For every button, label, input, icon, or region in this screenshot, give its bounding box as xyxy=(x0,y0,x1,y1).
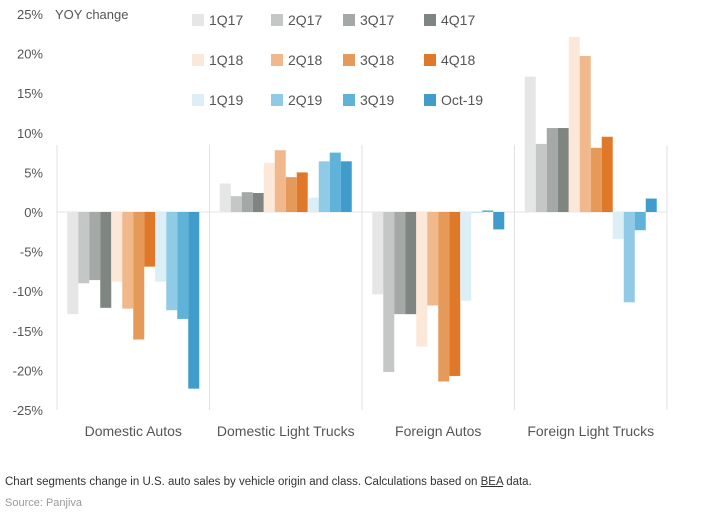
bar xyxy=(416,212,428,347)
legend-label: 3Q17 xyxy=(360,12,394,28)
bar xyxy=(394,212,406,315)
bar xyxy=(144,212,156,267)
y-tick-label: -10% xyxy=(13,284,44,299)
legend-label: 4Q18 xyxy=(441,52,475,68)
bar xyxy=(122,212,134,309)
legend-swatch xyxy=(192,54,204,66)
legend-swatch xyxy=(424,14,436,26)
bar xyxy=(634,212,646,231)
legend-swatch xyxy=(424,94,436,106)
bar xyxy=(449,212,461,376)
bea-link[interactable]: BEA xyxy=(480,476,503,488)
y-tick-label: 5% xyxy=(24,165,43,180)
legend-label: 3Q18 xyxy=(360,52,394,68)
bar xyxy=(568,36,580,212)
bar xyxy=(427,212,439,306)
category-label: Foreign Light Trucks xyxy=(527,423,654,439)
legend-swatch xyxy=(343,54,355,66)
y-tick-label: 15% xyxy=(17,86,43,101)
legend-swatch xyxy=(192,94,204,106)
bar xyxy=(623,212,635,303)
bar xyxy=(482,210,494,212)
bar xyxy=(372,212,384,295)
legend-swatch xyxy=(343,94,355,106)
y-tick-label: -15% xyxy=(13,324,44,339)
legend-label: 2Q18 xyxy=(288,52,322,68)
bar xyxy=(460,212,472,301)
bar xyxy=(285,177,297,212)
bar xyxy=(438,212,450,382)
y-axis-title: YOY change xyxy=(55,7,128,22)
bar xyxy=(89,212,101,281)
bar-chart: 25% 20% 15% 10% 5% 0% -5% -10% -15% -20% -25% YOY c… xyxy=(13,7,668,439)
legend-label: 1Q19 xyxy=(209,92,243,108)
chart-caption: Chart segments change in U.S. auto sales… xyxy=(5,476,532,488)
bar xyxy=(645,198,657,212)
bar xyxy=(133,212,145,340)
legend-swatch xyxy=(271,94,283,106)
caption-text-end: data. xyxy=(503,476,532,488)
legend-label: 2Q17 xyxy=(288,12,322,28)
legend-swatch xyxy=(343,14,355,26)
bar xyxy=(307,197,319,212)
bar xyxy=(188,212,200,389)
bar xyxy=(252,192,264,212)
y-tick-label: 20% xyxy=(17,47,43,62)
bar xyxy=(329,152,341,212)
bar xyxy=(383,212,395,372)
bar xyxy=(100,212,112,308)
bar xyxy=(177,212,189,319)
bar xyxy=(524,76,536,213)
bar xyxy=(471,212,483,213)
bar xyxy=(296,172,308,212)
bar xyxy=(601,136,613,212)
bar xyxy=(579,55,591,213)
legend-label: Oct-19 xyxy=(441,92,483,108)
bar xyxy=(405,212,417,315)
bar xyxy=(219,183,231,212)
legend-swatch xyxy=(192,14,204,26)
y-tick-label: -20% xyxy=(13,363,44,378)
y-tick-label: 25% xyxy=(17,7,43,22)
legend-label: 4Q17 xyxy=(441,12,475,28)
y-tick-label: 0% xyxy=(24,205,43,220)
legend-label: 1Q18 xyxy=(209,52,243,68)
bar xyxy=(546,128,558,212)
bar xyxy=(612,212,624,239)
y-tick-label: -25% xyxy=(13,403,44,418)
legend-label: 1Q17 xyxy=(209,12,243,28)
bar xyxy=(67,212,79,315)
bar xyxy=(111,212,123,282)
bar xyxy=(274,150,286,212)
bar xyxy=(590,147,602,212)
bar xyxy=(241,192,253,212)
legend-swatch xyxy=(271,54,283,66)
bar xyxy=(155,212,167,282)
bar xyxy=(535,143,547,212)
legend-label: 2Q19 xyxy=(288,92,322,108)
y-tick-label: 10% xyxy=(17,126,43,141)
bar xyxy=(166,212,178,311)
bar xyxy=(230,196,242,212)
legend-swatch xyxy=(424,54,436,66)
bar xyxy=(318,161,330,212)
bar xyxy=(263,162,275,212)
legend-swatch xyxy=(271,14,283,26)
caption-text: Chart segments change in U.S. auto sales… xyxy=(5,476,481,488)
category-label: Domestic Autos xyxy=(85,423,182,439)
bar xyxy=(340,161,352,212)
bar xyxy=(78,212,90,284)
category-label: Foreign Autos xyxy=(395,423,481,439)
bar xyxy=(557,128,569,212)
source-note: Source: Panjiva xyxy=(5,497,83,509)
y-tick-label: -5% xyxy=(20,245,44,260)
category-label: Domestic Light Trucks xyxy=(217,423,355,439)
bar xyxy=(493,212,505,230)
legend-label: 3Q19 xyxy=(360,92,394,108)
